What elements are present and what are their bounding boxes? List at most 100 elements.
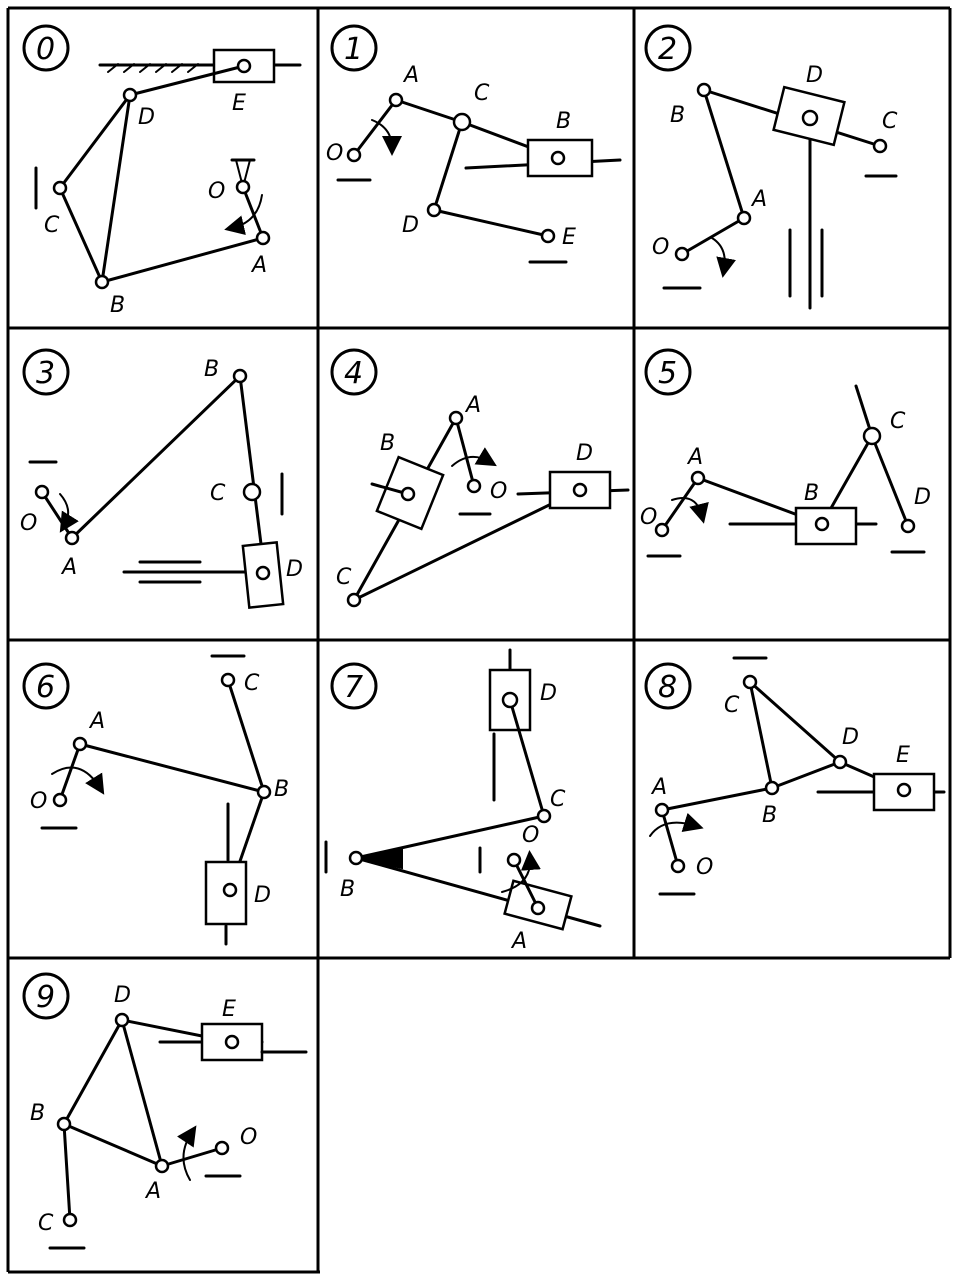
joint-D — [501, 691, 519, 709]
joint-A — [654, 802, 670, 818]
label-D: D — [138, 105, 155, 130]
label-E: E — [232, 91, 246, 116]
label-O: O — [640, 505, 657, 530]
label-B: B — [340, 877, 355, 902]
joint-O — [674, 246, 690, 262]
joint-O — [654, 522, 670, 538]
panel-number-circle — [330, 24, 378, 72]
joint-D — [114, 1012, 130, 1028]
joint-B — [696, 82, 712, 98]
label-A: A — [510, 929, 527, 954]
label-D: D — [806, 63, 823, 88]
slider-E — [200, 1022, 264, 1062]
joint-B — [550, 150, 566, 166]
label-A: A — [88, 709, 105, 734]
joint-O — [214, 1140, 230, 1156]
label-D: D — [114, 983, 131, 1008]
label-O: O — [522, 823, 539, 848]
label-E: E — [896, 743, 910, 768]
panel-2: 2 D B C A O — [644, 24, 898, 310]
label-O: O — [240, 1125, 257, 1150]
label-B: B — [110, 293, 125, 318]
joint-C — [742, 674, 758, 690]
joint-E — [896, 782, 912, 798]
label-C: C — [336, 565, 352, 590]
label-D: D — [254, 883, 271, 908]
joint-A — [448, 410, 464, 426]
joint-O — [670, 858, 686, 874]
label-B: B — [30, 1101, 45, 1126]
label-A: A — [686, 445, 703, 470]
label-D: D — [914, 485, 931, 510]
label-O: O — [652, 235, 669, 260]
label-C: C — [210, 481, 226, 506]
label-C: C — [550, 787, 566, 812]
label-O: O — [696, 855, 713, 880]
joint-O — [346, 147, 362, 163]
joint-C — [862, 426, 882, 446]
label-C: C — [724, 693, 740, 718]
label-A: A — [464, 393, 481, 418]
joint-D — [122, 87, 138, 103]
joint-C — [536, 808, 552, 824]
panel-number-circle — [644, 348, 692, 396]
label-A: A — [60, 555, 77, 580]
joint-D — [900, 518, 916, 534]
joint-A — [64, 530, 80, 546]
joint-B — [814, 516, 830, 532]
panel-0: 0 D E C O B A — [22, 24, 302, 318]
panel-9: 9 D E B O A C — [22, 972, 308, 1250]
joint-O — [52, 792, 68, 808]
joint-A — [530, 900, 546, 916]
joint-D — [426, 202, 442, 218]
label-E: E — [222, 997, 236, 1022]
joint-D — [832, 754, 848, 770]
panel-8: 8 C D E A B O — [644, 656, 946, 896]
label-D: D — [402, 213, 419, 238]
panel-number: 1 — [344, 32, 363, 67]
label-O: O — [490, 479, 507, 504]
panel-number-circle — [644, 24, 692, 72]
label-B: B — [204, 357, 219, 382]
panel-5: 5 A C B O D — [640, 348, 931, 558]
panel-number: 4 — [344, 356, 363, 391]
panel-number: 3 — [36, 356, 55, 391]
panel-number-circle — [22, 662, 70, 710]
joint-A — [736, 210, 752, 226]
joint-A — [72, 736, 88, 752]
panel-number-circle — [330, 662, 378, 710]
panel-number-circle — [22, 24, 70, 72]
joint-A — [154, 1158, 170, 1174]
label-B: B — [556, 109, 571, 134]
joint-A — [255, 230, 271, 246]
panel-number: 0 — [36, 32, 55, 67]
label-B: B — [274, 777, 289, 802]
joint-C — [346, 592, 362, 608]
joint-D — [255, 565, 271, 581]
joint-O — [506, 852, 522, 868]
label-A: A — [650, 775, 667, 800]
joint-B — [400, 486, 416, 502]
label-C: C — [38, 1211, 54, 1236]
label-D: D — [842, 725, 859, 750]
label-O: O — [208, 179, 225, 204]
joint-O — [466, 478, 482, 494]
joint-C — [52, 180, 68, 196]
label-C: C — [44, 213, 60, 238]
panel-number-circle — [22, 348, 70, 396]
joint-O — [235, 179, 251, 195]
label-B: B — [804, 481, 819, 506]
joint-C — [872, 138, 888, 154]
joint-D — [801, 109, 819, 127]
panel-3: 3 B C O A D — [20, 348, 303, 609]
joint-B — [232, 368, 248, 384]
panel-number: 5 — [658, 356, 677, 391]
joint-B — [256, 784, 272, 800]
panel-number: 2 — [658, 32, 677, 67]
panel-number: 7 — [344, 670, 363, 705]
joint-O — [34, 484, 50, 500]
panel-number-circle — [22, 972, 70, 1020]
panel-1: 1 A C B O D E — [326, 24, 622, 264]
joint-C — [220, 672, 236, 688]
